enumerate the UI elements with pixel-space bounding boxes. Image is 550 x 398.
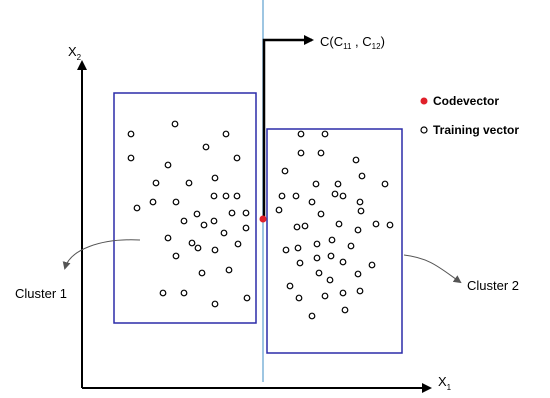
cluster1-training-point xyxy=(152,179,160,187)
cluster2-training-point xyxy=(292,192,300,200)
cluster1-training-point xyxy=(243,294,251,302)
cluster2-training-point xyxy=(356,287,364,295)
cluster1-training-point xyxy=(222,130,230,138)
cluster2-training-point xyxy=(331,190,339,198)
cluster2-training-point xyxy=(372,220,380,228)
cluster2-training-point xyxy=(282,246,290,254)
cluster1-training-point xyxy=(127,154,135,162)
cluster1-training-point xyxy=(180,217,188,225)
cluster2-box xyxy=(266,128,403,354)
training-points xyxy=(127,120,394,320)
cluster2-training-point xyxy=(308,312,316,320)
cluster2-training-point xyxy=(308,198,316,206)
cluster1-training-point xyxy=(194,244,202,252)
cluster2-label: Cluster 2 xyxy=(467,278,519,293)
legend-codevector-label: Codevector xyxy=(433,94,499,108)
cluster2-training-point xyxy=(381,180,389,188)
codevector-arrow xyxy=(262,35,314,218)
cluster1-training-point xyxy=(211,300,219,308)
cluster2-training-point xyxy=(297,130,305,138)
legend-training-marker xyxy=(420,126,428,134)
cluster1-training-point xyxy=(222,192,230,200)
cluster2-training-point xyxy=(368,261,376,269)
cluster1-training-point xyxy=(220,229,228,237)
cluster2-training-point xyxy=(347,242,355,250)
legend-training-label: Training vector xyxy=(433,123,519,137)
cluster2-training-point xyxy=(386,221,394,229)
cluster1-training-point xyxy=(172,198,180,206)
cluster2-training-point xyxy=(312,180,320,188)
cluster2-training-point xyxy=(317,210,325,218)
cluster2-training-point xyxy=(281,167,289,175)
cluster2-training-point xyxy=(341,306,349,314)
cluster2-training-point xyxy=(317,149,325,157)
codevector-point xyxy=(259,215,267,223)
cluster2-training-point xyxy=(339,289,347,297)
cluster2-training-point xyxy=(334,180,342,188)
cluster2-training-point xyxy=(293,223,301,231)
cluster1-training-point xyxy=(127,130,135,138)
cluster1-training-point xyxy=(211,174,219,182)
cluster2-training-point xyxy=(328,236,336,244)
cluster2-training-point xyxy=(301,222,309,230)
cluster2-training-point xyxy=(321,130,329,138)
cluster2-training-point xyxy=(297,149,305,157)
cluster1-training-point xyxy=(234,240,242,248)
cluster2-training-point xyxy=(294,244,302,252)
cluster2-training-point xyxy=(356,198,364,206)
cluster2-training-point xyxy=(313,240,321,248)
cluster2-training-point xyxy=(357,207,365,215)
cluster1-training-point xyxy=(171,120,179,128)
cluster2-training-point xyxy=(327,252,335,260)
cluster2-training-point xyxy=(354,226,362,234)
cluster1-training-point xyxy=(211,246,219,254)
cluster1-training-point xyxy=(164,161,172,169)
cluster1-training-point xyxy=(133,204,141,212)
cluster1-training-point xyxy=(233,192,241,200)
cluster1-training-point xyxy=(198,269,206,277)
cluster1-label: Cluster 1 xyxy=(15,286,67,301)
cluster1-training-point xyxy=(228,209,236,217)
cluster2-training-point xyxy=(354,270,362,278)
y-axis-label: X2 xyxy=(68,44,82,62)
cluster2-training-point xyxy=(315,269,323,277)
cluster1-training-point xyxy=(164,234,172,242)
cluster1-training-point xyxy=(200,221,208,229)
cluster2-training-point xyxy=(326,276,334,284)
cluster2-training-point xyxy=(295,294,303,302)
cluster2-pointer xyxy=(403,254,462,284)
cluster1-training-point xyxy=(180,289,188,297)
cluster1-training-point xyxy=(242,224,250,232)
cluster2-training-point xyxy=(278,192,286,200)
codevector-label: C(C11 , C12) xyxy=(320,34,385,51)
x-axis-label: X1 xyxy=(438,374,452,392)
legend-codevector-marker xyxy=(420,97,428,105)
cluster2-training-point xyxy=(339,258,347,266)
cluster2-training-point xyxy=(313,254,321,262)
cluster2-training-point xyxy=(286,282,294,290)
cluster1-training-point xyxy=(202,143,210,151)
cluster2-training-point xyxy=(275,206,283,214)
cluster2-training-point xyxy=(352,156,360,164)
cluster1-training-point xyxy=(242,209,250,217)
cluster2-training-point xyxy=(335,220,343,228)
cluster1-box xyxy=(113,92,257,324)
cluster1-training-point xyxy=(185,179,193,187)
cluster1-training-point xyxy=(193,210,201,218)
cluster2-training-point xyxy=(358,172,366,180)
cluster1-pointer xyxy=(62,239,141,270)
cluster1-training-point xyxy=(188,239,196,247)
cluster1-training-point xyxy=(210,217,218,225)
cluster1-training-point xyxy=(172,252,180,260)
cluster2-training-point xyxy=(339,192,347,200)
cluster1-training-point xyxy=(225,266,233,274)
cluster1-training-point xyxy=(210,192,218,200)
cluster1-training-point xyxy=(149,198,157,206)
cluster2-training-point xyxy=(296,259,304,267)
cluster2-training-point xyxy=(321,292,329,300)
cluster1-training-point xyxy=(159,289,167,297)
cluster1-training-point xyxy=(233,154,241,162)
